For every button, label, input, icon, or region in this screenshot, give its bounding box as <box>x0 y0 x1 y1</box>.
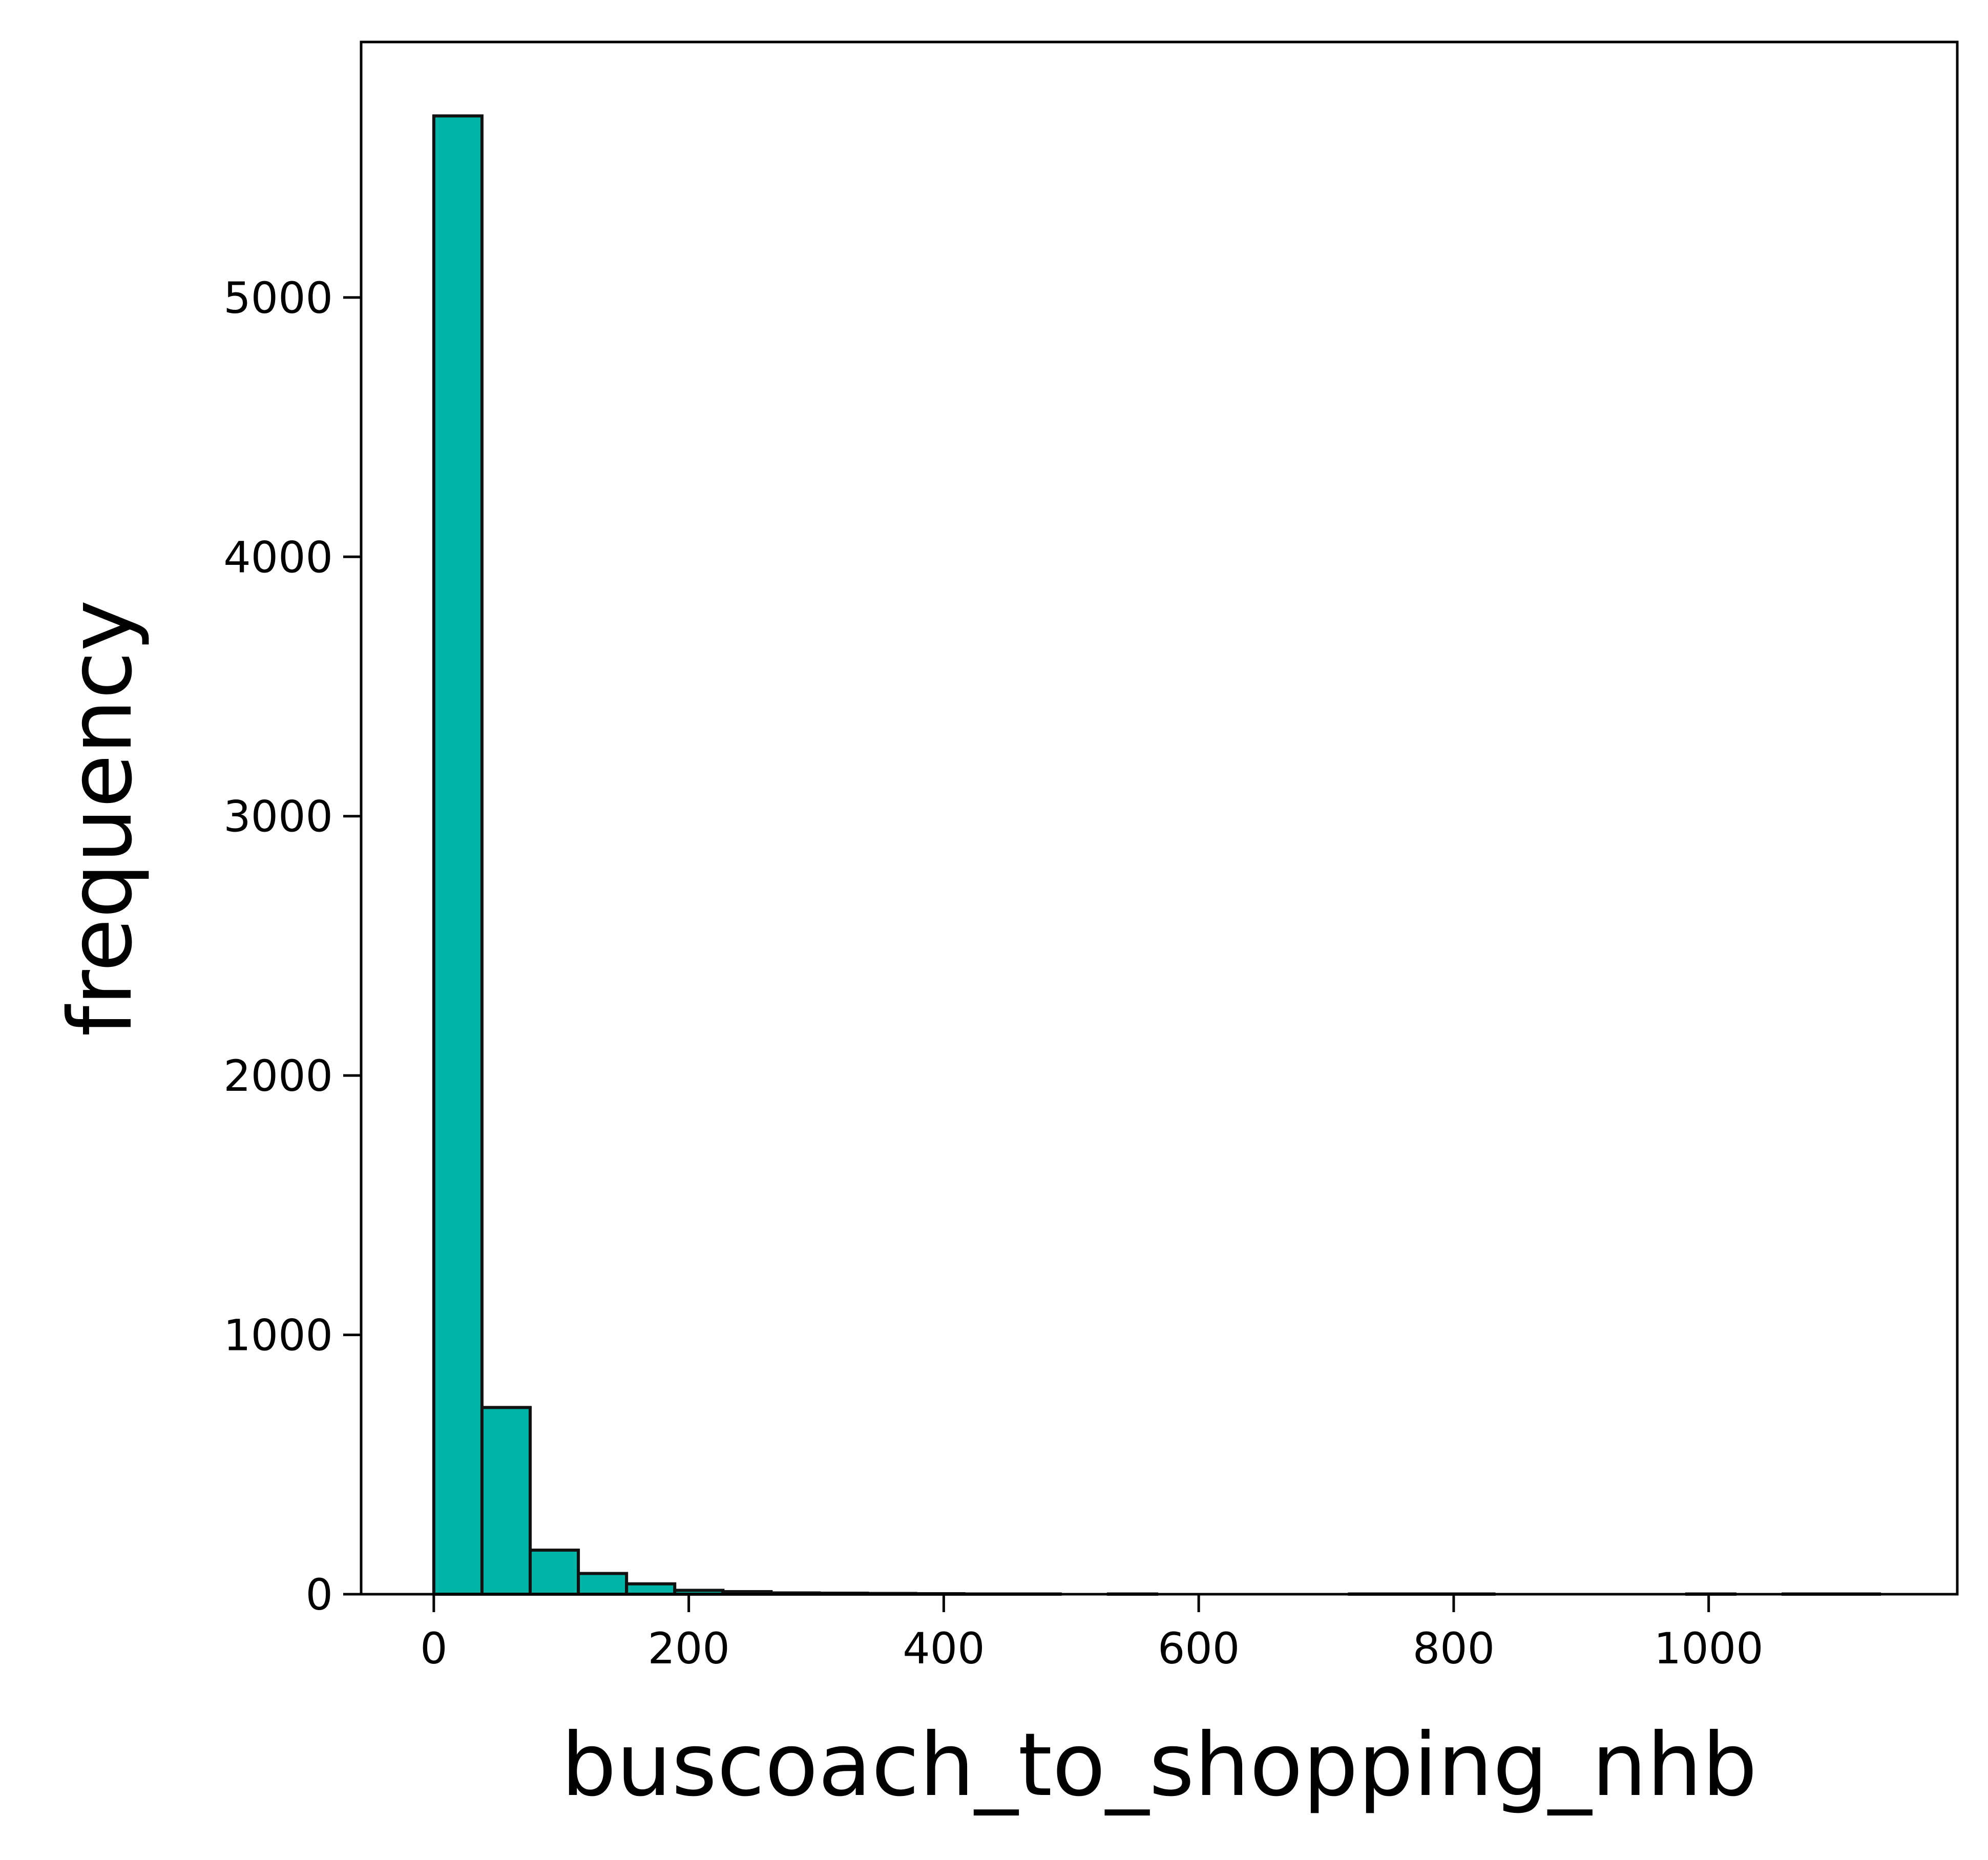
y-axis-ticks: 0 1000 2000 3000 4000 5000 <box>223 273 361 1620</box>
y-tick-label: 4000 <box>223 532 333 582</box>
histogram-bar <box>529 1548 580 1596</box>
y-tick-label: 5000 <box>223 273 333 323</box>
x-tick-label: 0 <box>420 1623 447 1674</box>
y-tick-label: 0 <box>306 1570 333 1620</box>
histogram-bar <box>577 1572 629 1596</box>
x-tick-label: 1000 <box>1654 1623 1764 1674</box>
y-axis-label: frequency <box>50 600 152 1037</box>
x-tick-label: 600 <box>1158 1623 1240 1674</box>
x-axis-label: buscoach_to_shopping_nhb <box>561 1715 1757 1816</box>
y-tick-label: 2000 <box>223 1051 333 1101</box>
histogram-bar <box>480 1406 532 1596</box>
histogram-bars <box>432 114 1881 1596</box>
x-tick-label: 400 <box>903 1623 985 1674</box>
x-axis-ticks: 0 200 400 600 800 1000 <box>420 1594 1764 1674</box>
x-tick-label: 800 <box>1413 1623 1495 1674</box>
histogram-bar <box>625 1582 677 1596</box>
plot-frame <box>360 40 1959 1596</box>
y-tick-label: 1000 <box>223 1311 333 1361</box>
y-tick-label: 3000 <box>223 792 333 842</box>
histogram-bar <box>432 114 484 1596</box>
x-tick-label: 200 <box>647 1623 729 1674</box>
